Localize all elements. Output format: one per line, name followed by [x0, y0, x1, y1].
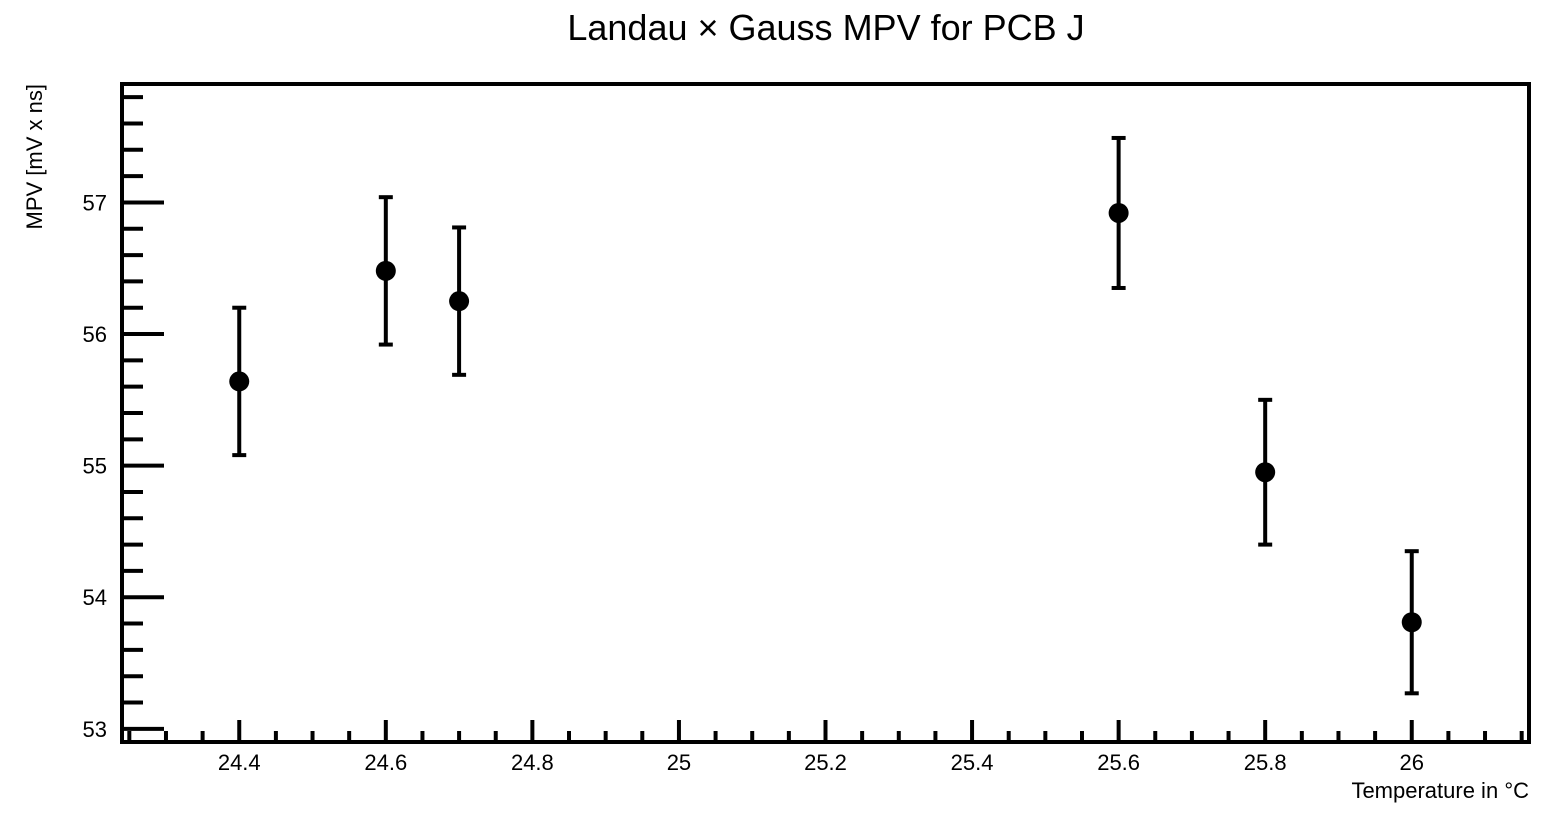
x-tick-label: 25.6: [1097, 750, 1140, 775]
data-marker: [229, 371, 250, 392]
data-point: [449, 225, 470, 377]
x-axis-label: Temperature in °C: [1351, 778, 1529, 803]
data-marker: [375, 260, 396, 281]
data-point: [1108, 135, 1129, 290]
x-tick-label: 25.4: [951, 750, 994, 775]
y-tick-label: 54: [83, 585, 107, 610]
x-tick-label: 25: [667, 750, 691, 775]
data-marker: [1108, 202, 1129, 223]
x-tick-label: 24.6: [364, 750, 407, 775]
x-tick-label: 25.2: [804, 750, 847, 775]
data-marker: [1255, 462, 1276, 483]
x-axis-label-unit: °C: [1504, 778, 1529, 803]
x-tick-label: 25.8: [1244, 750, 1287, 775]
y-axis-label: MPV [mV x ns]: [22, 84, 47, 229]
y-axis-ticks: [122, 95, 164, 731]
x-axis-tick-labels: 24.4 24.6 24.8 25 25.2 25.4 25.6 25.8 26: [218, 750, 1424, 775]
y-tick-label: 57: [83, 190, 107, 215]
data-point: [375, 195, 396, 347]
plot-frame: [120, 82, 1531, 744]
y-tick-label: 55: [83, 454, 107, 479]
data-marker: [1401, 612, 1422, 633]
data-marker: [449, 291, 470, 312]
x-tick-label: 24.8: [511, 750, 554, 775]
data-point: [1401, 549, 1422, 696]
y-tick-label: 56: [83, 322, 107, 347]
y-tick-label: 53: [83, 717, 107, 742]
data-points: [229, 135, 1422, 696]
x-axis-label-text: Temperature in: [1351, 778, 1498, 803]
data-point: [1255, 397, 1276, 547]
x-tick-label: 26: [1400, 750, 1424, 775]
x-tick-label: 24.4: [218, 750, 261, 775]
y-axis-tick-labels: 53 54 55 56 57: [83, 190, 107, 741]
x-axis-ticks: [127, 720, 1524, 742]
data-point: [229, 305, 250, 458]
chart-title: Landau × Gauss MPV for PCB J: [567, 7, 1084, 48]
